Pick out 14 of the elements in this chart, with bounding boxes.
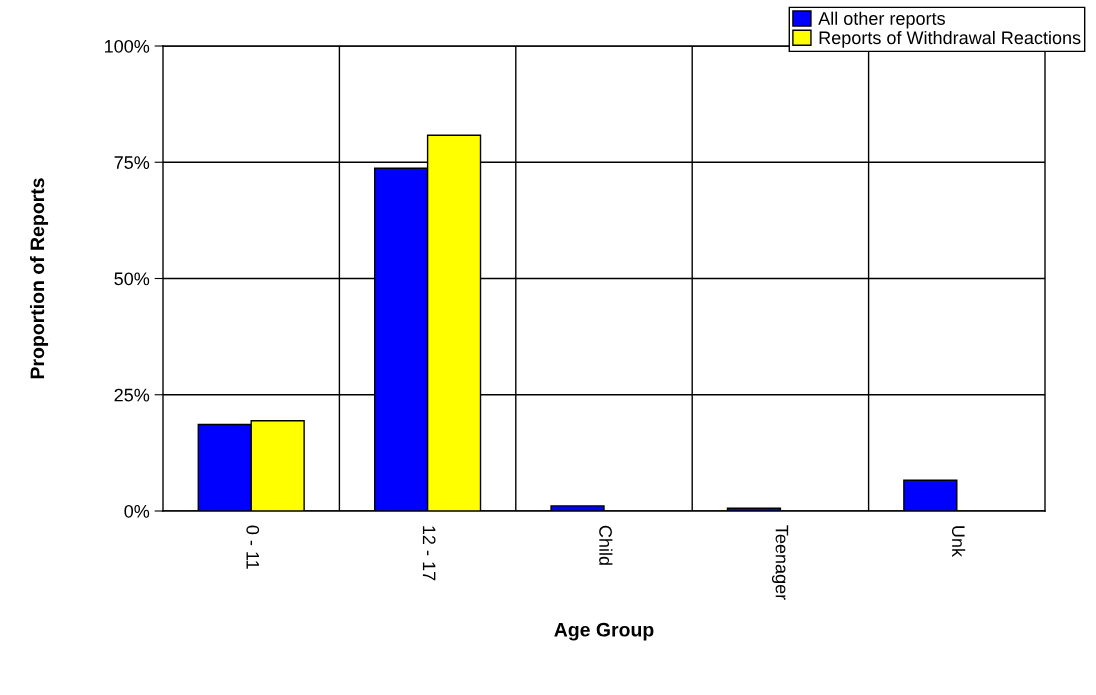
legend-label: Reports of Withdrawal Reactions bbox=[819, 30, 1081, 48]
y-tick-label: 50% bbox=[114, 272, 150, 286]
y-axis-title: Proportion of Reports bbox=[29, 178, 49, 379]
x-tick-label: 12 - 17 bbox=[422, 526, 436, 581]
x-tick-label: Unk bbox=[951, 526, 966, 558]
legend-label: All other reports bbox=[818, 11, 945, 29]
y-tick-label: 25% bbox=[114, 388, 150, 402]
y-tick-label: 0% bbox=[124, 504, 150, 518]
x-axis-title: Age Group bbox=[554, 622, 654, 641]
y-tick-label: 75% bbox=[114, 156, 150, 169]
x-tick-label: 0 - 11 bbox=[246, 525, 260, 569]
x-tick-label: Teenager bbox=[771, 525, 789, 600]
x-tick-label: Child bbox=[599, 525, 613, 565]
y-tick-label: 100% bbox=[105, 39, 150, 53]
